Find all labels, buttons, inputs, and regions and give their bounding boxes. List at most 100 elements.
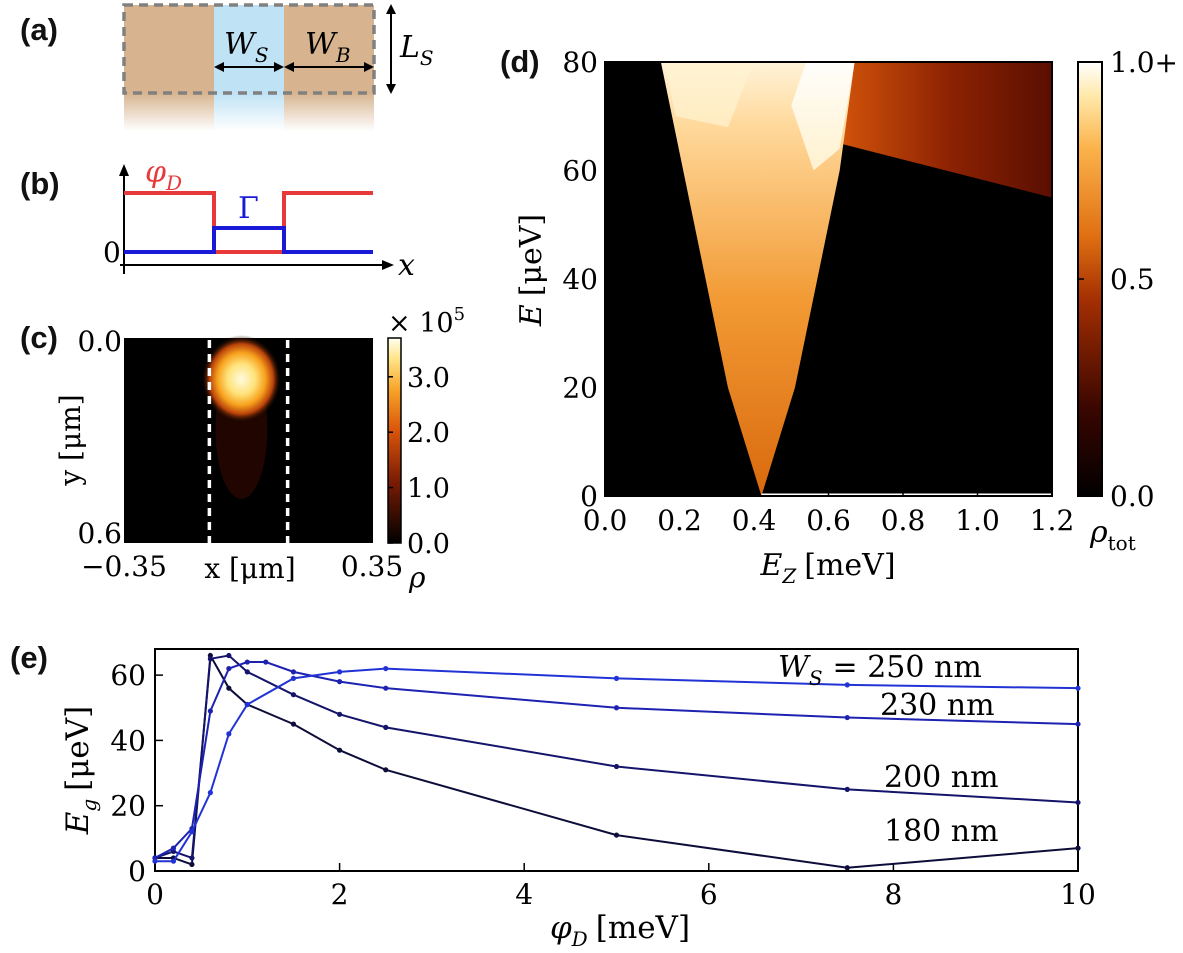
d-gapless-wedge (660, 62, 855, 496)
d-y-label: E[μeV] (514, 214, 549, 327)
e-x-tick-label: 2 (331, 878, 349, 911)
e-label-230nm: 230 nm (880, 688, 995, 723)
c-colorbar-scale: × 105 (388, 304, 465, 339)
panel-label-c: (c) (20, 320, 58, 355)
wb-arrow-head-right (364, 62, 374, 72)
panel-a-schematic: WS WB LS (122, 3, 434, 131)
d-colorbar-tick-label: 0.0 (1110, 480, 1155, 513)
c-colorbar-ticks: 0.0 1.0 2.0 3.0 (388, 363, 450, 560)
c-x-tick-left: −0.35 (81, 550, 167, 583)
e-x-tick-label: 4 (515, 878, 533, 911)
e-x-tick-label: 8 (884, 878, 902, 911)
e-data-point (244, 659, 250, 665)
d-x-tick-label: 0.2 (657, 504, 702, 537)
e-y-tick-label: 40 (110, 724, 146, 757)
ls-arrow-head-top (386, 4, 396, 14)
b-zero-label: 0 (103, 236, 121, 269)
c-y-tick-top: 0.0 (77, 325, 122, 358)
wb-arrow-head-left (284, 62, 294, 72)
superconductor-left (124, 5, 214, 93)
c-colorbar-tick-label: 2.0 (407, 418, 450, 449)
e-x-tick-label: 10 (1060, 878, 1096, 911)
d-y-tick-label: 0 (580, 480, 598, 513)
e-y-tick-label: 20 (110, 790, 146, 823)
c-colorbar (387, 337, 402, 544)
superconductor-left-fade (124, 93, 214, 131)
e-series-200-nm (152, 652, 1081, 861)
e-series-line-200-nm (154, 654, 1079, 860)
c-colorbar-tick-label: 1.0 (407, 474, 450, 505)
wb-label: WB (305, 27, 351, 67)
panel-c-heatmap: 0.01.02.03.0 × 105 ρ 0.0 0.6 −0.35 0.35 … (54, 304, 465, 594)
e-data-point (226, 652, 232, 659)
c-x-label: x [μm] (204, 552, 295, 585)
e-data-point (207, 656, 213, 662)
c-density-blob (201, 335, 282, 423)
d-bright-ridge (791, 62, 855, 171)
b-x-label: x (398, 248, 415, 283)
d-x-tick-label: 1.0 (955, 504, 1000, 537)
e-data-point (226, 665, 232, 672)
e-data-point (337, 679, 343, 685)
e-data-point (613, 832, 620, 838)
phi-d-label: φD (145, 155, 182, 195)
b-y-axis-arrow (119, 164, 129, 176)
barrier-fade (214, 93, 284, 131)
e-data-point (613, 763, 620, 770)
d-y-tick-label: 20 (562, 372, 598, 405)
e-data-point (244, 701, 250, 708)
e-data-point (170, 845, 177, 851)
d-x-label: EZ [meV] (759, 548, 895, 588)
panel-label-b: (b) (20, 166, 60, 201)
c-colorbar-tick-label: 0.0 (407, 529, 450, 560)
panel-label-a: (a) (20, 12, 58, 47)
ls-arrow-head-bottom (386, 84, 396, 94)
e-x-label: φD [meV] (550, 910, 690, 951)
phi-d-profile-line (124, 191, 373, 254)
e-data-point (244, 669, 250, 675)
e-data-point (189, 855, 195, 861)
superconductor-right (284, 5, 374, 93)
e-data-point (613, 705, 620, 711)
c-y-label: y [μm] (54, 394, 87, 486)
e-axes-ticks: 0 2 4 6 8 10 0 20 40 60 (110, 659, 1095, 911)
ws-label: WS (224, 27, 269, 67)
e-data-point (290, 692, 297, 698)
ws-arrow-head-right (274, 62, 284, 72)
e-data-point (1075, 721, 1081, 727)
e-data-point (152, 858, 158, 864)
d-colorbar-tick-label: 1.0+ (1110, 46, 1178, 79)
e-series-250-nm (152, 665, 1081, 864)
e-data-point (290, 669, 297, 675)
e-x-tick-label: 0 (146, 878, 164, 911)
e-data-point (1075, 845, 1081, 851)
e-data-point (383, 685, 389, 691)
panel-d-heatmap: 0.0 0.2 0.4 0.6 0.8 1.0 1.2 0 20 40 60 80 EZ [meV] E… (514, 46, 1178, 588)
e-data-point (844, 682, 850, 688)
e-data-point (1075, 685, 1081, 691)
superconductor-right-fade (284, 93, 374, 131)
gamma-profile-line (124, 226, 373, 254)
e-data-point (226, 731, 232, 737)
d-colorbar-label: ρtot (1089, 515, 1136, 555)
e-data-point (613, 675, 620, 681)
e-data-point (189, 861, 195, 868)
d-wedge-top-highlight (664, 62, 754, 128)
e-data-point (383, 767, 389, 773)
ws-arrow-head-left (214, 62, 224, 72)
e-data-point (207, 790, 213, 796)
e-data-point (337, 711, 343, 717)
e-data-point (189, 829, 195, 835)
e-label-250nm: WS = 250 nm (778, 650, 982, 690)
e-y-tick-label: 60 (110, 659, 146, 692)
e-series-line-180-nm (155, 652, 1079, 869)
c-colorbar-tick-label: 3.0 (407, 363, 450, 394)
e-data-point (383, 665, 389, 672)
e-series-line-250-nm (155, 667, 1079, 863)
e-data-point (207, 708, 213, 714)
d-upper-band (839, 62, 1052, 198)
e-label-200nm: 200 nm (884, 760, 999, 795)
